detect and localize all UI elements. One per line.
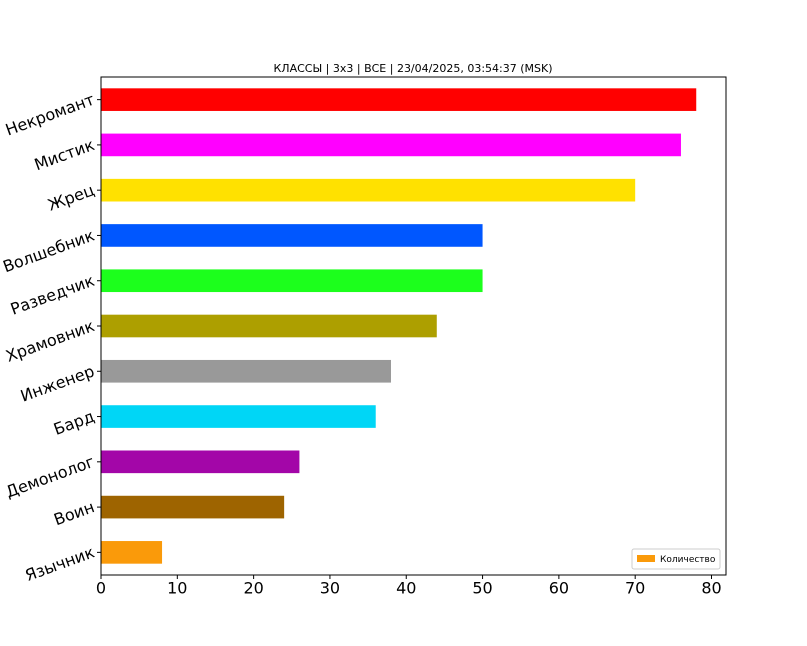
y-tick-label: Демонолог [3, 452, 97, 502]
chart-title: КЛАССЫ | 3x3 | ВСЕ | 23/04/2025, 03:54:3… [273, 62, 552, 75]
bar [101, 88, 697, 111]
y-tick-label: Бард [51, 407, 97, 439]
legend-label: Количество [660, 555, 716, 565]
bar [101, 178, 636, 202]
x-tick-label: 10 [167, 579, 187, 598]
x-tick-label: 60 [549, 579, 569, 598]
bar [101, 541, 163, 564]
bar [101, 224, 483, 247]
y-tick-label: Мистик [32, 135, 97, 174]
legend-box [631, 548, 721, 570]
y-tick-label: Некромант [3, 90, 97, 140]
x-tick-label: 80 [701, 579, 721, 598]
y-tick-label: Инженер [18, 361, 97, 405]
x-tick-label: 50 [472, 579, 492, 598]
plot-frame [100, 76, 727, 576]
x-tick-label: 70 [625, 579, 645, 598]
y-tick-label: Язычник [23, 542, 98, 585]
bar [101, 495, 285, 519]
y-tick-label: Волшебник [0, 225, 97, 276]
x-tick-label: 40 [396, 579, 416, 598]
bar [101, 269, 483, 293]
y-tick-label: Разведчик [8, 271, 97, 319]
x-tick-label: 20 [243, 579, 263, 598]
bar [101, 450, 300, 474]
bar [101, 405, 376, 428]
y-tick-label: Храмовник [3, 316, 97, 366]
bar [101, 359, 391, 383]
x-tick-label: 0 [96, 579, 106, 598]
bar [101, 314, 437, 338]
y-tick-label: Воин [51, 497, 97, 529]
bar [101, 133, 681, 157]
y-tick-label: Жрец [45, 180, 97, 214]
legend-swatch [637, 555, 655, 562]
x-tick-label: 30 [320, 579, 340, 598]
